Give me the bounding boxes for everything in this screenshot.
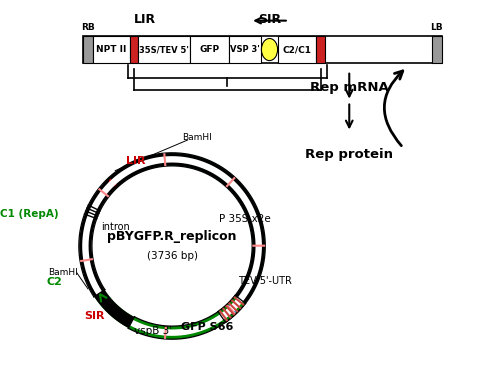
Text: RB: RB xyxy=(82,23,95,32)
Bar xyxy=(84,36,442,63)
Text: LIR: LIR xyxy=(126,156,146,166)
Bar xyxy=(138,36,190,63)
Text: LIR: LIR xyxy=(134,14,156,26)
Text: BamHI: BamHI xyxy=(182,133,212,142)
Text: C1 (RepA): C1 (RepA) xyxy=(0,209,59,219)
Text: NPT II: NPT II xyxy=(96,45,126,54)
Text: GFP S66: GFP S66 xyxy=(180,322,233,332)
Text: 35S/TEV 5': 35S/TEV 5' xyxy=(139,45,189,54)
Bar xyxy=(84,36,93,63)
Bar xyxy=(316,36,324,63)
Text: VSP 3': VSP 3' xyxy=(230,45,260,54)
Text: P 35S x2e: P 35S x2e xyxy=(220,214,271,224)
Text: (3736 bp): (3736 bp) xyxy=(146,251,198,261)
Text: intron: intron xyxy=(101,222,130,232)
Circle shape xyxy=(95,169,249,323)
Bar xyxy=(130,36,138,63)
Ellipse shape xyxy=(262,38,278,61)
Text: LB: LB xyxy=(430,23,443,32)
Text: SIR: SIR xyxy=(84,311,105,321)
FancyArrowPatch shape xyxy=(384,71,403,146)
Bar xyxy=(278,36,316,63)
Bar xyxy=(228,36,262,63)
Text: pBYGFP.R_replicon: pBYGFP.R_replicon xyxy=(108,230,237,243)
Text: C2: C2 xyxy=(46,277,62,287)
Bar xyxy=(93,36,130,63)
Text: GFP: GFP xyxy=(200,45,220,54)
Text: vspB 3': vspB 3' xyxy=(134,326,172,336)
Bar xyxy=(432,36,442,63)
Bar xyxy=(190,36,228,63)
Text: BamHI: BamHI xyxy=(48,268,78,277)
Text: TEV 5'-UTR: TEV 5'-UTR xyxy=(238,276,292,286)
Text: C2/C1: C2/C1 xyxy=(282,45,312,54)
Text: SIR: SIR xyxy=(258,14,281,26)
Text: Rep mRNA: Rep mRNA xyxy=(310,81,388,94)
Text: Rep protein: Rep protein xyxy=(306,148,394,161)
